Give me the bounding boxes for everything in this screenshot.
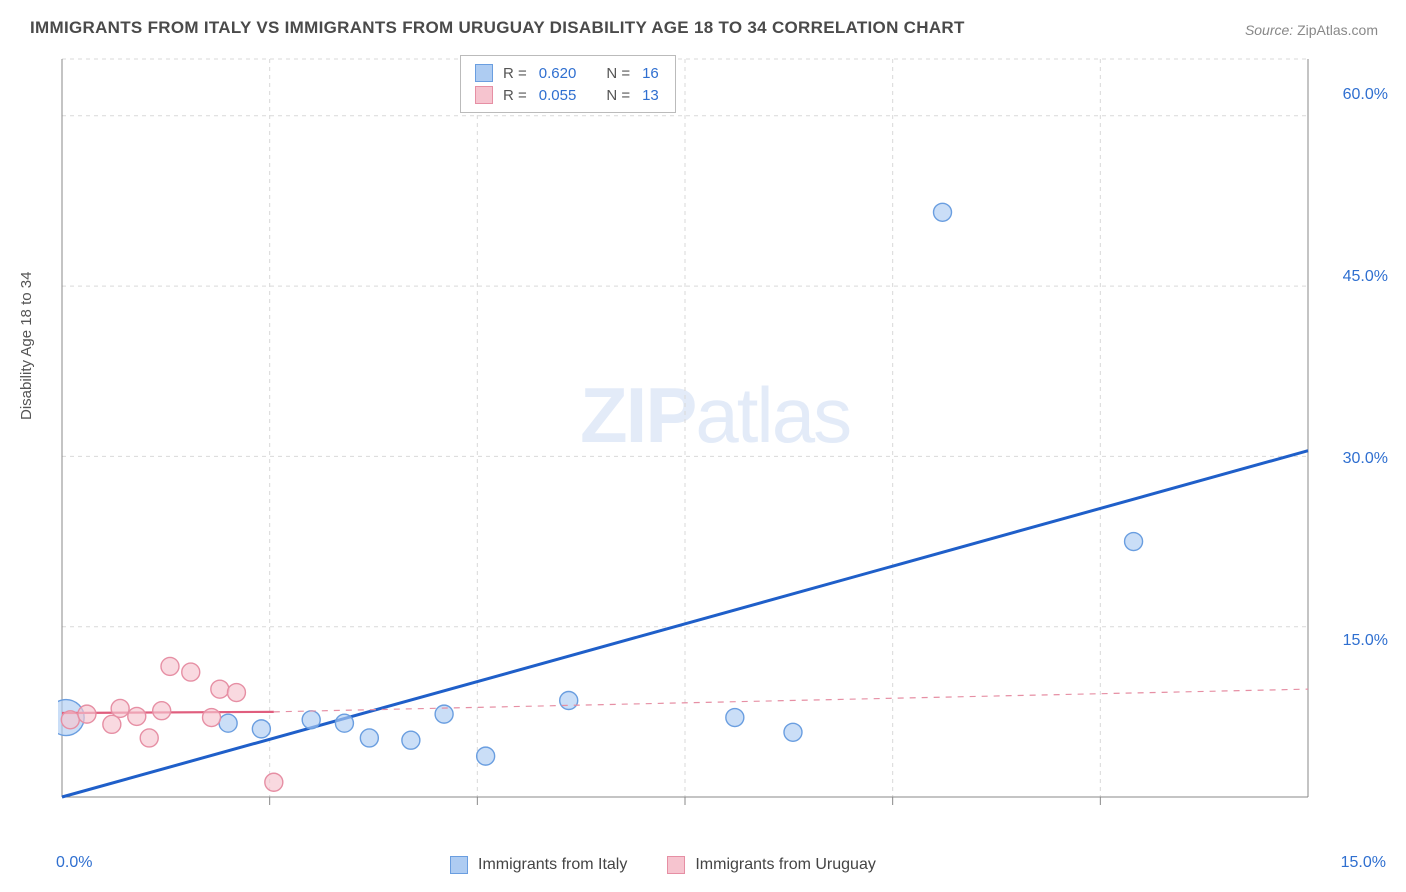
n-value: 13 <box>642 87 659 104</box>
stats-legend-row-italy: R = 0.620 N = 16 <box>475 62 661 84</box>
n-label: N = <box>606 65 630 82</box>
series-legend-uruguay: Immigrants from Uruguay <box>667 856 876 874</box>
n-value: 16 <box>642 65 659 82</box>
series-label: Immigrants from Italy <box>478 856 627 874</box>
series-label: Immigrants from Uruguay <box>695 856 876 874</box>
x-tick-min: 0.0% <box>56 854 92 872</box>
y-tick-45: 45.0% <box>1343 268 1388 286</box>
swatch-uruguay <box>475 86 493 104</box>
y-axis-label: Disability Age 18 to 34 <box>18 272 35 420</box>
correlation-scatter-chart <box>58 55 1378 815</box>
swatch-uruguay <box>667 856 685 874</box>
n-label: N = <box>606 87 630 104</box>
stats-legend: R = 0.620 N = 16 R = 0.055 N = 13 <box>460 55 676 113</box>
x-tick-max: 15.0% <box>1341 854 1386 872</box>
source-attribution: Source: ZipAtlas.com <box>1245 22 1378 38</box>
series-legend: Immigrants from Italy Immigrants from Ur… <box>450 856 876 874</box>
series-legend-italy: Immigrants from Italy <box>450 856 627 874</box>
r-label: R = <box>503 65 527 82</box>
chart-title: IMMIGRANTS FROM ITALY VS IMMIGRANTS FROM… <box>30 18 965 38</box>
y-tick-15: 15.0% <box>1343 632 1388 650</box>
r-value: 0.055 <box>539 87 577 104</box>
stats-legend-row-uruguay: R = 0.055 N = 13 <box>475 84 661 106</box>
swatch-italy <box>450 856 468 874</box>
r-label: R = <box>503 87 527 104</box>
swatch-italy <box>475 64 493 82</box>
r-value: 0.620 <box>539 65 577 82</box>
y-tick-60: 60.0% <box>1343 86 1388 104</box>
source-label: Source: <box>1245 22 1293 38</box>
y-tick-30: 30.0% <box>1343 450 1388 468</box>
source-value: ZipAtlas.com <box>1297 22 1378 38</box>
